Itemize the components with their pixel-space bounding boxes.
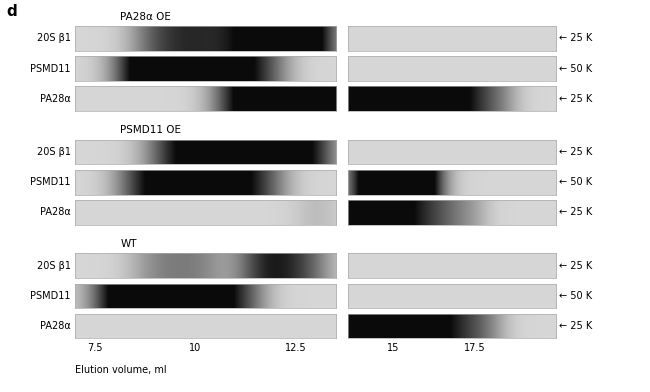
Text: PSMD11: PSMD11 — [31, 177, 71, 187]
Text: WT: WT — [120, 239, 136, 249]
Text: 7.5: 7.5 — [87, 343, 103, 353]
Text: 10: 10 — [189, 343, 202, 353]
Text: ← 50 K: ← 50 K — [559, 64, 592, 74]
Text: ← 25 K: ← 25 K — [559, 321, 592, 331]
Text: PSMD11: PSMD11 — [31, 291, 71, 301]
Text: PA28α: PA28α — [40, 207, 71, 217]
Text: ← 25 K: ← 25 K — [559, 33, 592, 44]
Text: 17.5: 17.5 — [463, 343, 486, 353]
Text: PSMD11 OE: PSMD11 OE — [120, 125, 181, 136]
Text: 20S β1: 20S β1 — [37, 147, 71, 157]
Text: ← 25 K: ← 25 K — [559, 147, 592, 157]
Text: 12.5: 12.5 — [285, 343, 307, 353]
Text: ← 50 K: ← 50 K — [559, 291, 592, 301]
Text: 20S β1: 20S β1 — [37, 261, 71, 271]
Text: ← 50 K: ← 50 K — [559, 177, 592, 187]
Text: PSMD11: PSMD11 — [31, 64, 71, 74]
Text: PA28α: PA28α — [40, 321, 71, 331]
Text: ← 25 K: ← 25 K — [559, 94, 592, 103]
Text: 20S β1: 20S β1 — [37, 33, 71, 44]
Text: 15: 15 — [387, 343, 399, 353]
Text: PA28α OE: PA28α OE — [120, 12, 171, 22]
Text: ← 25 K: ← 25 K — [559, 207, 592, 217]
Text: PA28α: PA28α — [40, 94, 71, 103]
Text: d: d — [6, 4, 18, 19]
Text: Elution volume, ml: Elution volume, ml — [75, 365, 166, 375]
Text: ← 25 K: ← 25 K — [559, 261, 592, 271]
